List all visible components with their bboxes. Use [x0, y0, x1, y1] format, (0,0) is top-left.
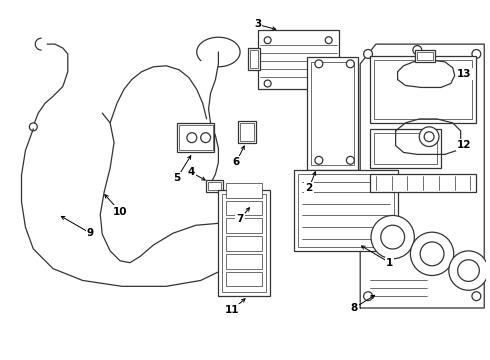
Circle shape: [29, 123, 37, 131]
Bar: [238, 121, 256, 143]
Bar: [294, 170, 397, 251]
Text: 8: 8: [351, 303, 358, 313]
Polygon shape: [395, 119, 461, 154]
Circle shape: [413, 46, 422, 54]
Bar: [311, 62, 354, 165]
Bar: [417, 52, 433, 60]
Circle shape: [364, 292, 372, 301]
Bar: [298, 174, 393, 247]
Bar: [248, 48, 260, 70]
Bar: [226, 236, 262, 251]
Circle shape: [419, 127, 439, 147]
Bar: [206, 180, 223, 192]
Polygon shape: [397, 60, 455, 87]
Circle shape: [264, 37, 271, 44]
Polygon shape: [22, 113, 240, 286]
Bar: [208, 182, 221, 190]
Bar: [226, 183, 262, 198]
Circle shape: [346, 60, 354, 68]
Text: 10: 10: [113, 207, 127, 216]
Text: 11: 11: [225, 305, 240, 315]
Text: 12: 12: [457, 140, 472, 149]
Bar: [370, 174, 476, 192]
Circle shape: [385, 239, 394, 249]
Circle shape: [364, 50, 372, 58]
Circle shape: [381, 225, 405, 249]
Circle shape: [315, 60, 323, 68]
Text: 3: 3: [254, 19, 262, 30]
Text: 7: 7: [236, 215, 244, 224]
Text: 9: 9: [87, 228, 94, 238]
Bar: [370, 56, 476, 123]
Text: 13: 13: [457, 69, 472, 79]
Circle shape: [420, 242, 444, 266]
Circle shape: [472, 50, 481, 58]
Bar: [240, 123, 254, 141]
Circle shape: [472, 292, 481, 301]
Text: 6: 6: [233, 157, 240, 167]
Bar: [226, 254, 262, 269]
Bar: [258, 30, 339, 89]
Text: 2: 2: [305, 183, 313, 193]
Circle shape: [411, 232, 454, 275]
Circle shape: [458, 260, 479, 282]
Bar: [307, 57, 358, 170]
Bar: [370, 129, 441, 168]
Circle shape: [325, 80, 332, 87]
Circle shape: [424, 132, 434, 141]
Circle shape: [187, 133, 197, 143]
Bar: [374, 133, 437, 164]
Bar: [226, 271, 262, 286]
Circle shape: [264, 80, 271, 87]
Polygon shape: [360, 44, 484, 308]
Circle shape: [371, 215, 415, 259]
Circle shape: [449, 251, 488, 290]
Circle shape: [201, 133, 211, 143]
Bar: [226, 201, 262, 215]
Bar: [250, 50, 258, 68]
Circle shape: [325, 37, 332, 44]
Bar: [179, 125, 213, 150]
Circle shape: [346, 156, 354, 164]
Bar: [219, 190, 270, 296]
Bar: [226, 219, 262, 233]
Text: 1: 1: [386, 258, 393, 268]
Bar: [222, 194, 266, 292]
Circle shape: [315, 156, 323, 164]
Text: 4: 4: [187, 167, 195, 177]
Bar: [416, 50, 435, 62]
Bar: [177, 123, 215, 152]
Bar: [374, 60, 472, 119]
Text: 5: 5: [173, 173, 181, 183]
